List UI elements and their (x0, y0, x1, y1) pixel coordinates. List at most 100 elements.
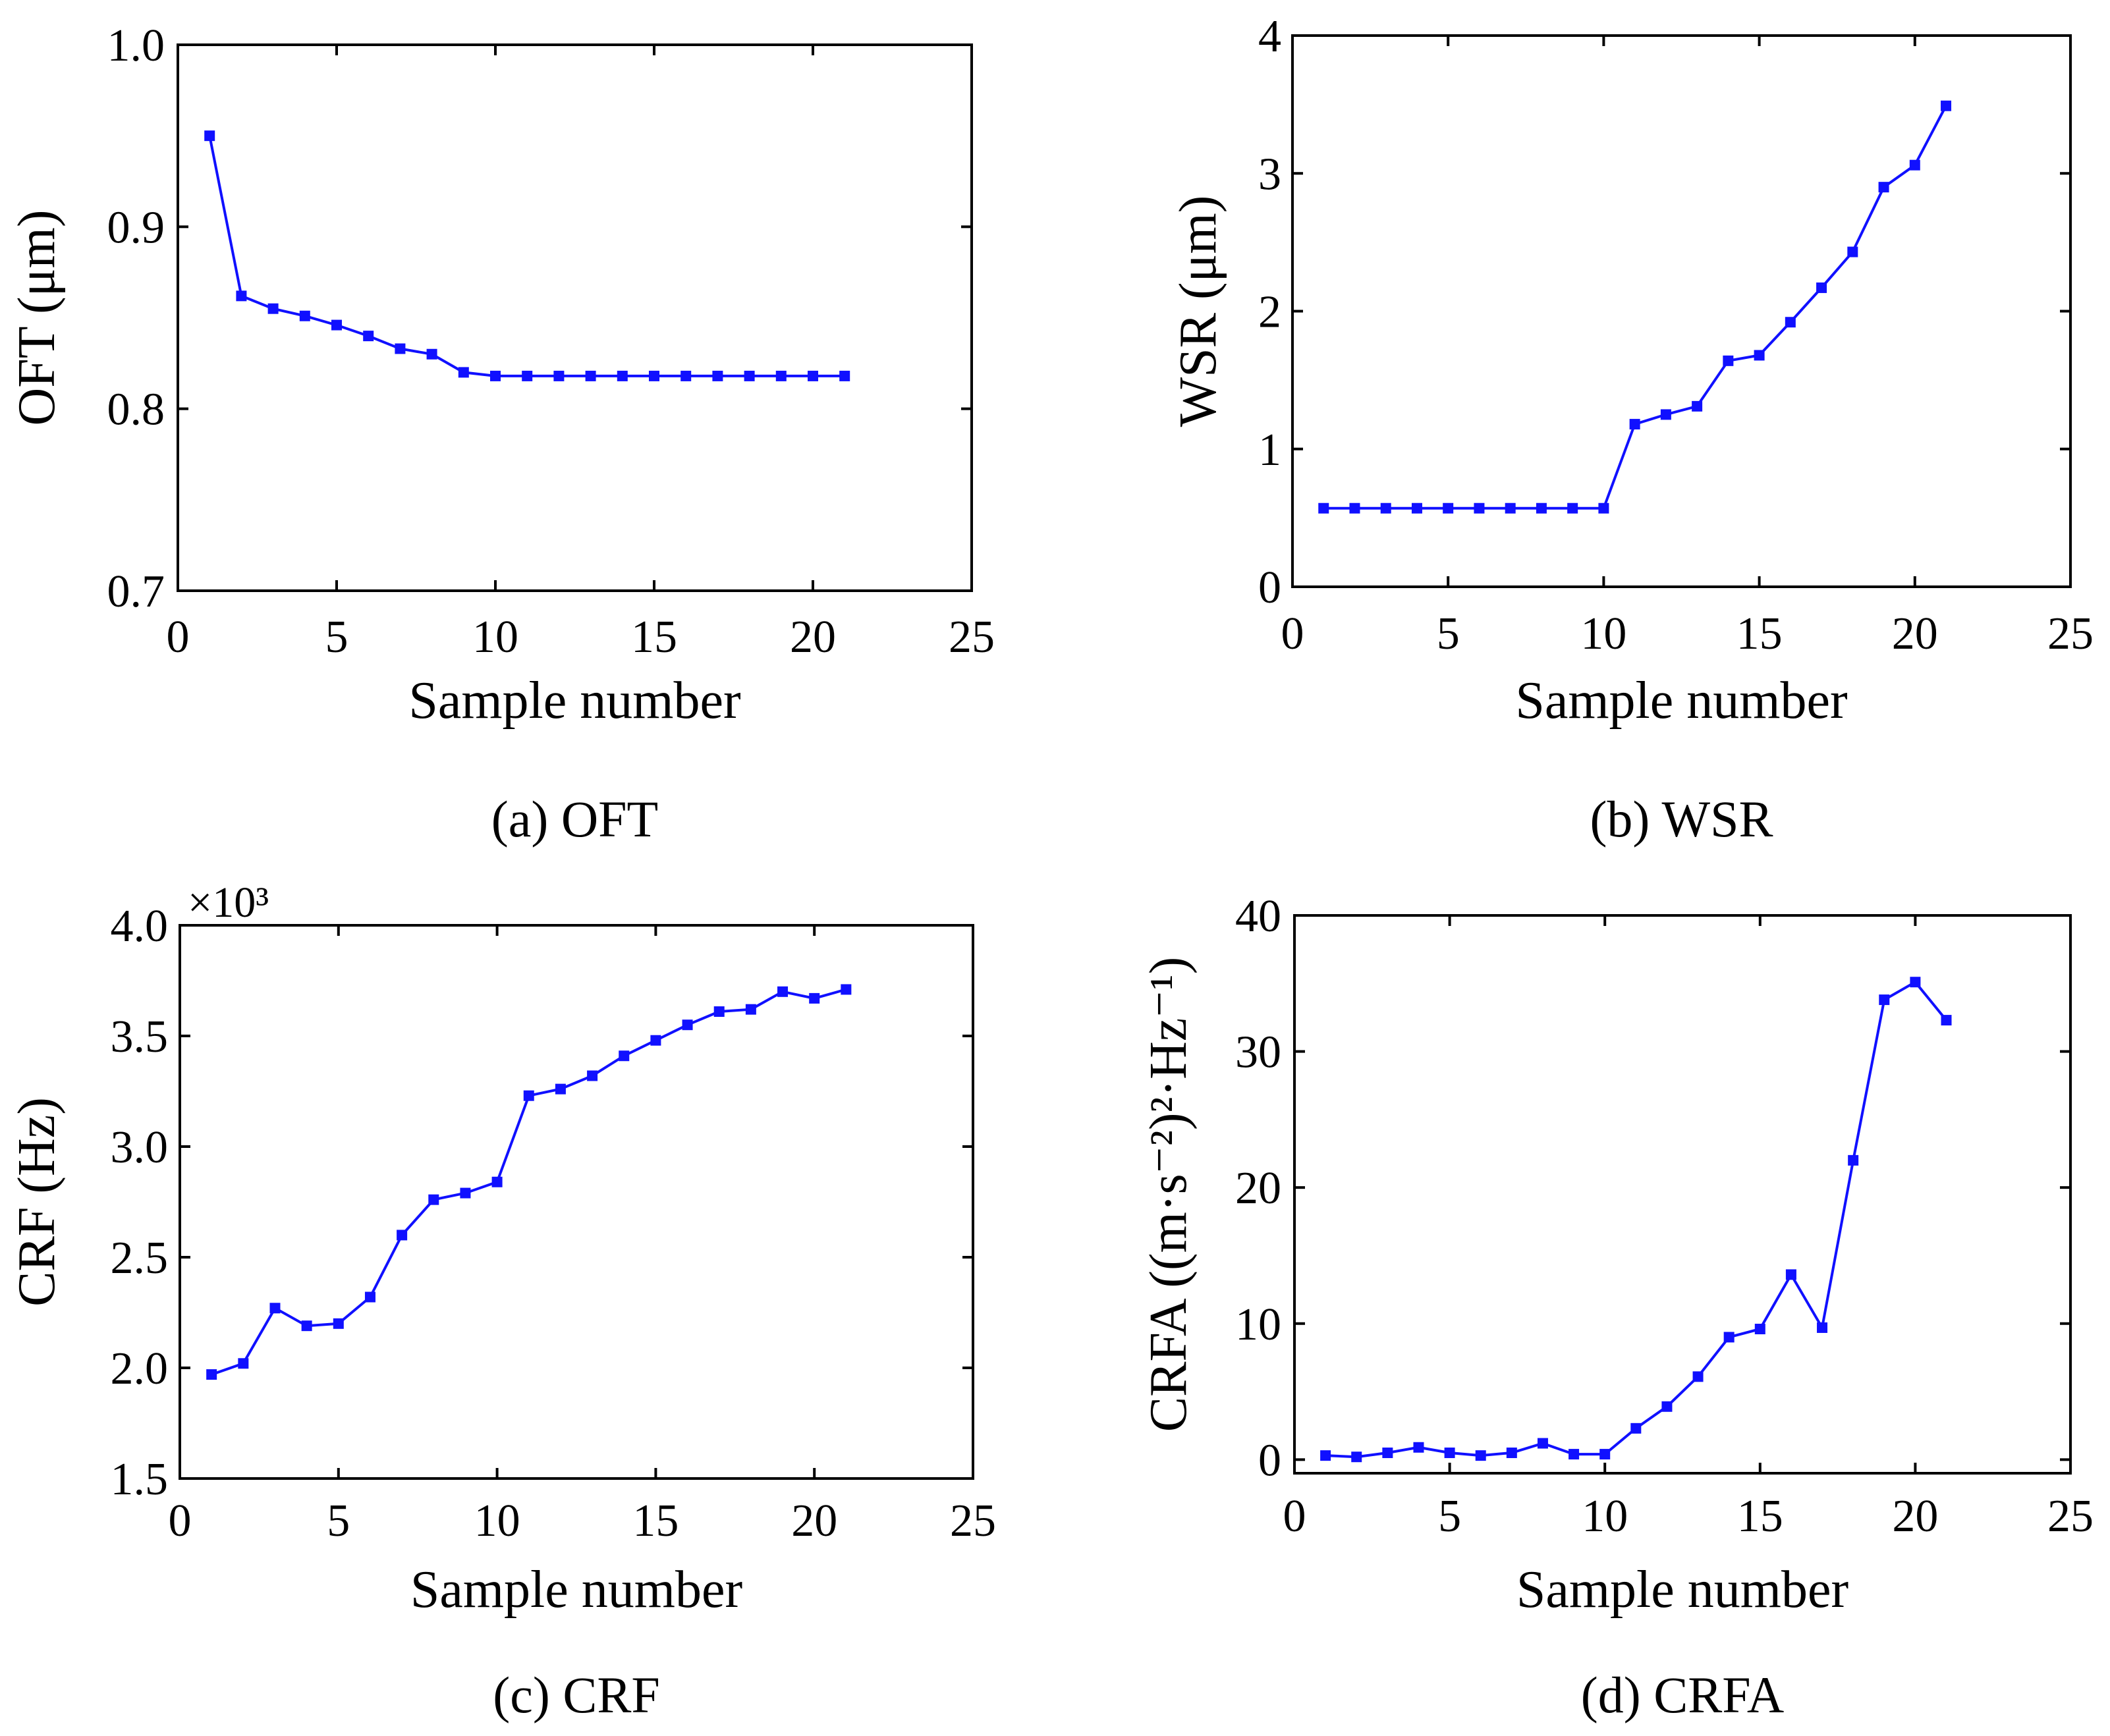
data-point-crf (301, 1320, 312, 1332)
x-tick-label-crfa: 20 (1892, 1491, 1938, 1542)
y-tick-label-crf: 3.5 (111, 1012, 169, 1062)
y-tick-label-wsr: 0 (1258, 562, 1281, 613)
y-tick-label-wsr: 3 (1258, 149, 1281, 200)
data-point-crf (397, 1230, 408, 1241)
x-axis-label-wsr: Sample number (1515, 672, 1847, 730)
data-point-wsr (1660, 409, 1671, 420)
data-point-crf (745, 1004, 756, 1015)
data-point-oft (553, 370, 565, 381)
x-axis-label-crfa: Sample number (1516, 1561, 1848, 1619)
data-point-oft (744, 370, 755, 381)
data-point-crfa (1785, 1269, 1796, 1280)
data-point-oft (522, 370, 533, 381)
data-point-crf (491, 1176, 503, 1187)
x-axis-label-crf: Sample number (410, 1561, 742, 1619)
data-point-oft (204, 130, 215, 142)
x-tick-label-crf: 15 (632, 1496, 679, 1546)
data-point-oft (331, 319, 342, 331)
data-point-oft (839, 370, 850, 381)
data-point-crfa (1754, 1324, 1765, 1335)
data-point-crfa (1630, 1423, 1642, 1434)
data-point-oft (458, 367, 469, 378)
y-axis-label-crf: CRF (Hz) (8, 1097, 66, 1307)
x-tick-label-wsr: 10 (1580, 609, 1626, 659)
chart-oft: 0 5 10 15 20 25 0.7 0.8 0.9 1.0 Sample number OFT (… (8, 20, 995, 848)
data-point-crfa (1848, 1154, 1859, 1166)
data-point-crf (523, 1090, 534, 1101)
y-tick-label-oft: 0.8 (107, 385, 165, 435)
data-point-crf (777, 986, 789, 997)
data-point-crf (650, 1035, 661, 1046)
x-tick-label-crfa: 0 (1283, 1491, 1306, 1542)
y-tick-label-oft: 1.0 (107, 20, 165, 71)
x-tick-label-crf: 0 (169, 1496, 192, 1546)
data-point-crf (269, 1303, 281, 1314)
data-point-oft (585, 370, 596, 381)
data-point-wsr (1785, 317, 1796, 328)
x-tick-label-wsr: 25 (2047, 609, 2094, 659)
y-tick-label-wsr: 2 (1258, 287, 1281, 338)
x-tick-label-oft: 0 (167, 612, 190, 663)
data-point-wsr (1443, 502, 1454, 514)
data-point-crfa (1599, 1449, 1611, 1460)
data-point-oft (649, 370, 659, 381)
data-point-crf (206, 1369, 217, 1380)
data-point-crf (587, 1070, 598, 1081)
x-tick-label-wsr: 0 (1281, 609, 1304, 659)
data-point-crf (460, 1187, 471, 1199)
caption-oft: (a) OFT (491, 790, 658, 848)
plot-frame-oft (177, 43, 973, 592)
data-point-crfa (1320, 1450, 1331, 1461)
data-point-crf (682, 1019, 693, 1031)
y-tick-label-crf: 2.5 (111, 1233, 169, 1284)
y-tick-label-crf: 1.5 (111, 1454, 169, 1505)
y-tick-label-oft: 0.7 (107, 566, 165, 617)
data-point-oft (267, 303, 279, 314)
x-tick-label-oft: 15 (631, 612, 677, 663)
y-tick-label-crfa: 20 (1235, 1163, 1281, 1214)
data-point-wsr (1567, 502, 1578, 514)
x-tick-label-oft: 20 (790, 612, 836, 663)
data-point-wsr (1349, 502, 1360, 514)
data-point-wsr (1941, 100, 1952, 111)
y-tick-label-crf: 2.0 (111, 1343, 169, 1394)
data-point-wsr (1909, 159, 1920, 171)
data-point-crfa (1351, 1451, 1362, 1463)
data-point-crfa (1723, 1332, 1735, 1343)
caption-crf: (c) CRF (493, 1666, 660, 1723)
data-point-wsr (1847, 246, 1858, 258)
data-point-oft (712, 370, 723, 381)
data-point-crfa (1879, 994, 1890, 1006)
y-tick-label-crfa: 30 (1235, 1027, 1281, 1078)
data-point-wsr (1598, 502, 1609, 514)
x-tick-label-crfa: 10 (1582, 1491, 1628, 1542)
data-point-oft (617, 370, 628, 381)
data-point-oft (236, 290, 247, 302)
data-point-crfa (1910, 977, 1921, 988)
data-point-oft (299, 310, 310, 321)
data-point-crf (809, 992, 820, 1004)
data-point-crf (713, 1006, 725, 1017)
data-point-wsr (1692, 400, 1703, 412)
x-axis-label-oft: Sample number (408, 672, 740, 730)
y-axis-label-oft: OFT (μm) (8, 209, 66, 425)
y-tick-label-crf: 3.0 (111, 1122, 169, 1173)
x-tick-label-crf: 5 (327, 1496, 350, 1546)
data-point-crfa (1661, 1401, 1673, 1412)
data-point-oft (363, 331, 374, 342)
data-point-crfa (1506, 1448, 1517, 1459)
data-point-crfa (1817, 1322, 1828, 1333)
x-tick-label-crfa: 25 (2047, 1491, 2094, 1542)
caption-crfa: (d) CRFA (1581, 1666, 1784, 1723)
x-tick-label-oft: 5 (325, 612, 348, 663)
y-tick-label-crf: 4.0 (111, 901, 169, 952)
chart-crf: 0 5 10 15 20 25 1.5 2.0 2.5 3.0 3.5 4.0 Sample numbe… (8, 879, 996, 1723)
data-point-wsr (1878, 182, 1889, 193)
x-tick-label-oft: 25 (949, 612, 995, 663)
chart-wsr: 0 5 10 15 20 25 0 1 2 3 4 Sample number WSR (μm) (b) … (1169, 11, 2094, 848)
data-point-oft (395, 343, 406, 354)
x-tick-label-crfa: 5 (1438, 1491, 1461, 1542)
data-point-crfa (1444, 1448, 1455, 1459)
y-tick-label-crfa: 10 (1235, 1299, 1281, 1350)
data-point-wsr (1474, 502, 1485, 514)
